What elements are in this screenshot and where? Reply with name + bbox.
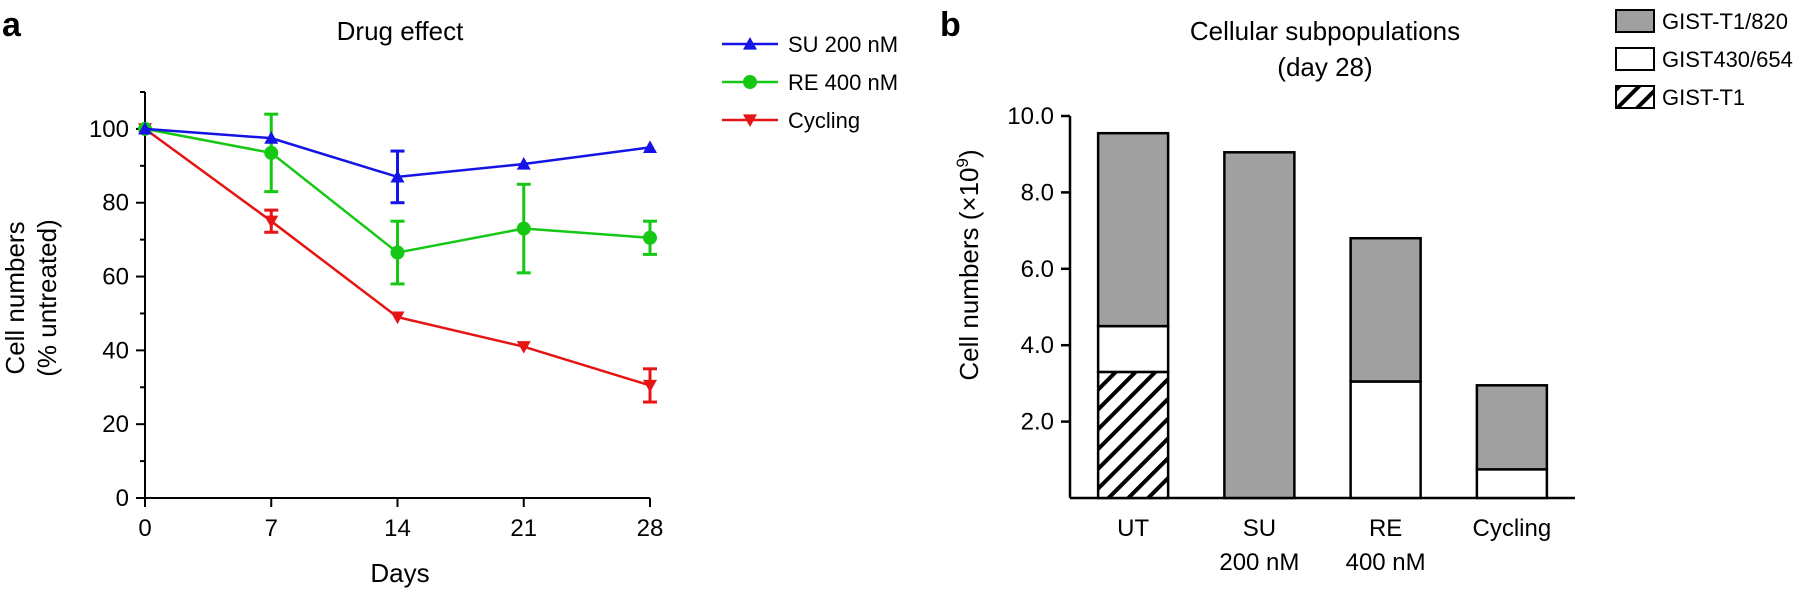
bar-segment [1096,370,1170,500]
line-chart-y-ticks: 0 20 40 60 80 100 [89,91,145,512]
legend-swatch [1615,85,1655,109]
bar-stack [1349,236,1422,500]
data-point [643,379,657,393]
data-point [264,215,279,229]
bar-segment [1475,468,1549,500]
bar-segment [1223,151,1296,500]
legend-label: RE 400 nM [788,70,898,95]
line-chart-x-ticks: 0 7 14 21 28 [138,498,663,542]
legend-marker [743,114,757,127]
data-point [390,245,405,260]
line-chart-y-tick-label: 100 [89,116,129,143]
line-chart-x-tick-label: 14 [384,515,411,542]
legend-entry: SU 200 nM [722,32,898,57]
bar-chart-title-line2: (day 28) [1277,52,1372,82]
bar-chart-category-label-line2: 400 nM [1346,549,1426,576]
data-point [264,131,279,144]
line-chart-y-tick-label: 80 [102,190,129,217]
data-point [138,121,152,135]
line-chart-x-tick-label: 21 [510,515,537,542]
bar-segment [1475,384,1549,471]
line-chart-y-tick-label: 20 [102,411,129,438]
legend-label: GIST-T1 [1662,85,1745,110]
line-chart-y-axis-title-line1: Cell numbers [0,221,30,374]
bar-chart-y-tick-label: 10.0 [1007,103,1054,130]
data-point [643,140,657,153]
line-series [138,112,657,286]
line-chart-y-axis-title-line2: (% untreated) [32,219,62,377]
line-chart-x-axis-title: Days [370,558,429,588]
legend-swatch [1615,9,1655,33]
line-chart-x-tick-label: 0 [138,515,151,542]
data-point [390,311,405,325]
legend-entry: GIST430/654 [1615,47,1793,72]
data-point [516,156,531,170]
data-point [516,341,531,354]
legend-marker [743,37,757,50]
line-chart-series [138,112,657,404]
line-chart-title: Drug effect [337,16,464,46]
panel-b-label: b [940,6,961,44]
data-point [643,230,657,245]
data-point [264,145,279,160]
bar-chart-legend: GIST-T1/820 GIST430/654 GIST-T1 [1615,9,1793,110]
bar-chart-category-label: Cycling [1473,515,1552,542]
bar-chart-y-tick-label: 2.0 [1021,409,1054,436]
bar-chart: Cellular subpopulations (day 28) 2.0 4.0 6… [953,9,1793,576]
legend-label: GIST-T1/820 [1662,9,1788,34]
bar-chart-category-label: RE [1369,515,1402,542]
line-chart-legend: SU 200 nM RE 400 nM Cycling [722,32,898,133]
legend-entry: RE 400 nM [722,70,898,95]
bar-chart-category-label: SU [1243,515,1276,542]
legend-label: SU 200 nM [788,32,898,57]
line-chart-y-tick-label: 60 [102,264,129,291]
line-series [138,121,657,205]
bar-chart-y-tick-label: 6.0 [1021,256,1054,283]
data-point [390,169,405,183]
line-chart-x-tick-label: 28 [637,515,664,542]
line-chart: Drug effect 0 20 40 60 80 100 0 7 14 21 28 Days C… [0,16,898,588]
panel-a-label: a [2,6,22,44]
bar-chart-y-tick-label: 4.0 [1021,332,1054,359]
legend-marker [743,75,757,89]
data-point [516,221,531,236]
legend-entry: Cycling [722,108,860,133]
bar-chart-category-labels: UT SU 200 nM RE 400 nM Cycling [1117,515,1551,576]
bar-segment [1349,380,1422,500]
bar-chart-category-label-line2: 200 nM [1219,549,1299,576]
bar-chart-bars [1096,131,1549,500]
legend-label: Cycling [788,108,860,133]
bar-chart-y-ticks: 2.0 4.0 6.0 8.0 10.0 [1007,103,1070,436]
line-chart-x-tick-label: 7 [265,515,278,542]
line-chart-y-tick-label: 40 [102,337,129,364]
bar-chart-category-label: UT [1117,515,1149,542]
bar-stack [1475,384,1549,500]
line-chart-y-tick-label: 0 [116,485,129,512]
legend-entry: GIST-T1/820 [1615,9,1788,34]
bar-segment [1096,131,1170,328]
bar-chart-y-axis-title: Cell numbers (×109) [953,149,984,380]
bar-chart-y-tick-label: 8.0 [1021,179,1054,206]
legend-swatch [1615,47,1655,71]
bar-segment [1349,236,1422,383]
bar-segment [1096,324,1170,374]
bar-stack [1096,131,1170,500]
bar-stack [1223,151,1296,500]
bar-chart-title-line1: Cellular subpopulations [1190,16,1460,46]
legend-label: GIST430/654 [1662,47,1793,72]
legend-entry: GIST-T1 [1615,85,1745,110]
